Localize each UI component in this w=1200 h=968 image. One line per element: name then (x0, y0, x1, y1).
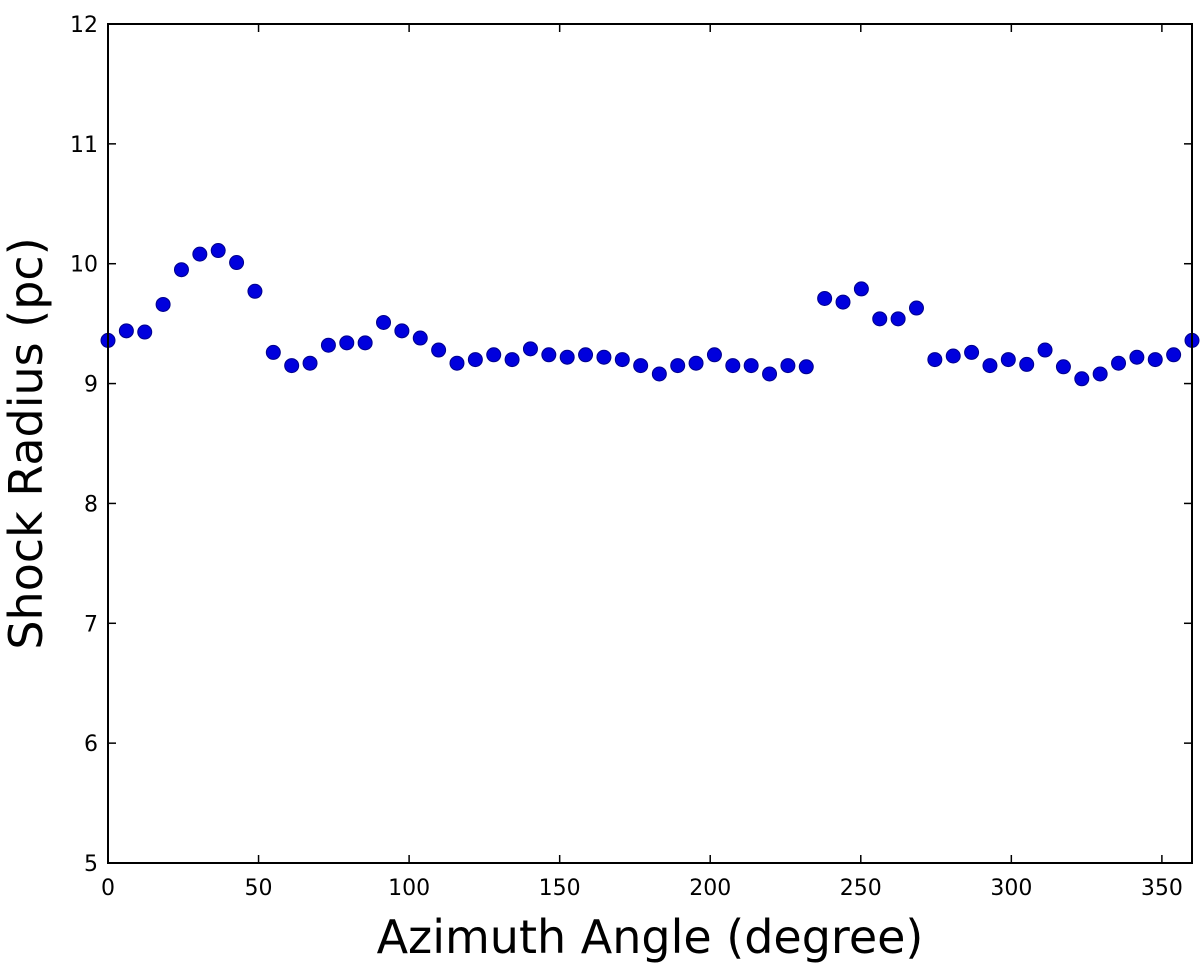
y-tick-label: 6 (84, 732, 98, 757)
data-point (247, 283, 263, 299)
data-point (155, 296, 171, 312)
data-point (853, 281, 869, 297)
data-point (872, 311, 888, 327)
data-point (743, 358, 759, 374)
data-point (614, 352, 630, 368)
data-point (284, 358, 300, 374)
data-point (210, 243, 226, 259)
data-point (670, 358, 686, 374)
x-tick-label: 150 (539, 876, 581, 901)
data-point (265, 344, 281, 360)
data-point (376, 314, 392, 330)
y-tick-label: 8 (84, 492, 98, 517)
x-tick-label: 300 (990, 876, 1032, 901)
data-point (835, 294, 851, 310)
data-point (431, 342, 447, 358)
data-point (522, 341, 538, 357)
data-point (908, 300, 924, 316)
data-point (1147, 352, 1163, 368)
data-point (964, 344, 980, 360)
x-tick-label: 100 (388, 876, 430, 901)
data-point (302, 355, 318, 371)
y-tick-label: 12 (70, 13, 98, 38)
data-point (1111, 355, 1127, 371)
y-tick-label: 9 (84, 373, 98, 398)
data-point (706, 347, 722, 363)
data-point (817, 290, 833, 306)
data-point (1129, 349, 1145, 365)
data-point (320, 337, 336, 353)
x-tick-label: 200 (689, 876, 731, 901)
data-point (541, 347, 557, 363)
x-tick-label: 350 (1141, 876, 1183, 901)
data-point (1019, 356, 1035, 372)
data-point (137, 324, 153, 340)
data-point (1000, 352, 1016, 368)
data-point (651, 366, 667, 382)
y-tick-label: 7 (84, 612, 98, 637)
data-point (173, 262, 189, 278)
x-tick-label: 50 (245, 876, 273, 901)
data-point (945, 348, 961, 364)
data-point (633, 358, 649, 374)
data-point (1166, 347, 1182, 363)
y-tick-label: 11 (70, 133, 98, 158)
data-point (486, 347, 502, 363)
plot-frame (107, 23, 1193, 864)
y-tick-label: 5 (84, 852, 98, 877)
x-tick-labels: 0 50 100 150 200 250 300 350 (101, 876, 1183, 901)
data-point (725, 358, 741, 374)
data-point (449, 355, 465, 371)
x-axis-label: Azimuth Angle (degree) (377, 910, 924, 964)
data-point (394, 323, 410, 339)
data-point (467, 352, 483, 368)
data-point (559, 349, 575, 365)
y-axis-label: Shock Radius (pc) (0, 237, 53, 649)
data-point (1092, 366, 1108, 382)
data-point (578, 347, 594, 363)
data-point (192, 246, 208, 262)
data-point (357, 335, 373, 351)
data-point (688, 355, 704, 371)
data-point (1074, 371, 1090, 387)
data-point (118, 323, 134, 339)
data-point (596, 349, 612, 365)
data-point (798, 359, 814, 375)
data-point (890, 311, 906, 327)
data-points (100, 243, 1200, 387)
data-point (982, 358, 998, 374)
data-point (780, 358, 796, 374)
x-tick-label: 250 (840, 876, 882, 901)
data-point (412, 330, 428, 346)
y-tick-label: 10 (70, 253, 98, 278)
data-point (229, 255, 245, 271)
data-point (762, 366, 778, 382)
data-point (1037, 342, 1053, 358)
data-point (504, 352, 520, 368)
data-point (1055, 359, 1071, 375)
y-tick-labels: 5 6 7 8 9 10 11 12 (70, 13, 98, 877)
data-point (927, 352, 943, 368)
x-tick-label: 0 (101, 876, 115, 901)
data-point (339, 335, 355, 351)
